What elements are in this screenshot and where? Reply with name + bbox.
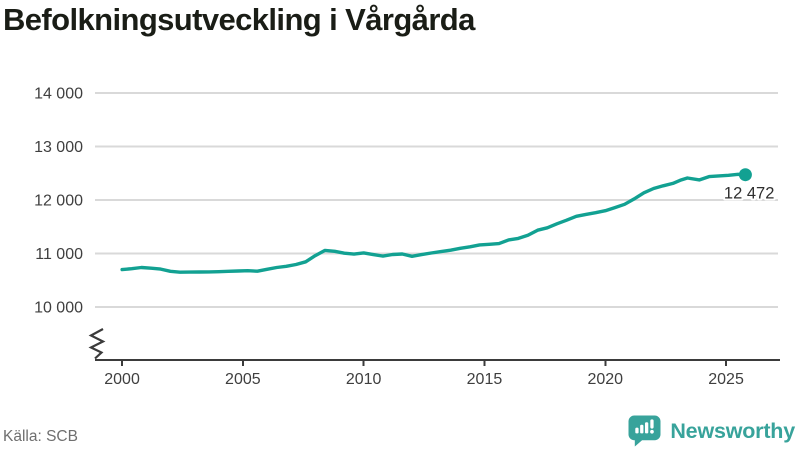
x-tick-label: 2005 bbox=[225, 371, 261, 388]
page-title: Befolkningsutveckling i Vårgårda bbox=[3, 2, 475, 37]
x-tick-label: 2010 bbox=[346, 371, 382, 388]
y-tick-label: 12 000 bbox=[34, 193, 83, 210]
y-tick-label: 14 000 bbox=[34, 86, 83, 103]
bar-icon bbox=[645, 422, 649, 434]
x-tick-label: 2015 bbox=[467, 371, 503, 388]
y-tick-label: 11 000 bbox=[35, 246, 83, 263]
series-line bbox=[120, 172, 748, 274]
axis-break-icon bbox=[88, 328, 106, 360]
y-tick-label: 10 000 bbox=[34, 300, 83, 317]
speech-bubble-shape bbox=[628, 415, 661, 447]
bar-icon bbox=[635, 427, 639, 434]
newsworthy-logo[interactable]: Newsworthy bbox=[628, 415, 795, 447]
exclamation-icon bbox=[650, 419, 654, 429]
source-label: Källa: SCB bbox=[3, 428, 78, 445]
bar-icon bbox=[640, 424, 644, 434]
newsworthy-logo-icon bbox=[628, 415, 661, 447]
y-tick-label: 13 000 bbox=[34, 139, 83, 156]
exclamation-dot-icon bbox=[650, 429, 655, 434]
x-tick-label: 2000 bbox=[104, 371, 140, 388]
newsworthy-wordmark: Newsworthy bbox=[670, 418, 795, 443]
last-value-label: 12 472 bbox=[724, 185, 774, 203]
x-tick-label: 2020 bbox=[587, 371, 623, 388]
series-end-dot bbox=[738, 168, 752, 182]
x-tick-label: 2025 bbox=[708, 371, 744, 388]
